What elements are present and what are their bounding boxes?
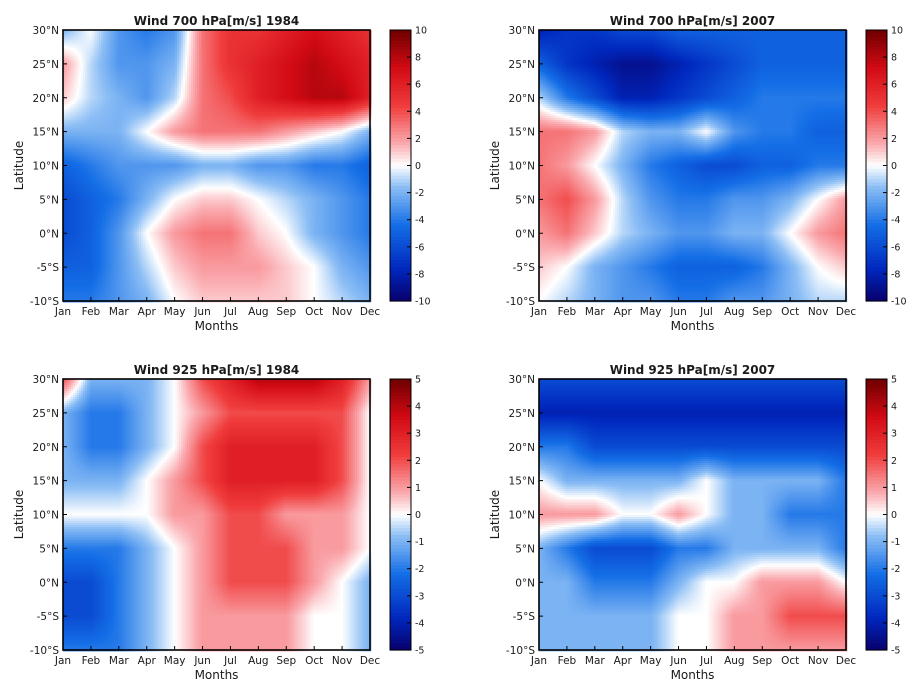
heatmap-cells: [63, 30, 371, 302]
